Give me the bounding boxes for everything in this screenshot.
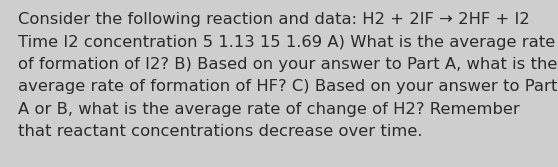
Text: average rate of formation of HF? C) Based on your answer to Part: average rate of formation of HF? C) Base…: [18, 79, 557, 95]
Text: that reactant concentrations decrease over time.: that reactant concentrations decrease ov…: [18, 125, 422, 139]
Text: Consider the following reaction and data: H2 + 2IF → 2HF + I2: Consider the following reaction and data…: [18, 12, 530, 27]
Text: Time I2 concentration 5 1.13 15 1.69 A) What is the average rate: Time I2 concentration 5 1.13 15 1.69 A) …: [18, 35, 555, 49]
Text: A or B, what is the average rate of change of H2? Remember: A or B, what is the average rate of chan…: [18, 102, 519, 117]
Text: of formation of I2? B) Based on your answer to Part A, what is the: of formation of I2? B) Based on your ans…: [18, 57, 557, 72]
